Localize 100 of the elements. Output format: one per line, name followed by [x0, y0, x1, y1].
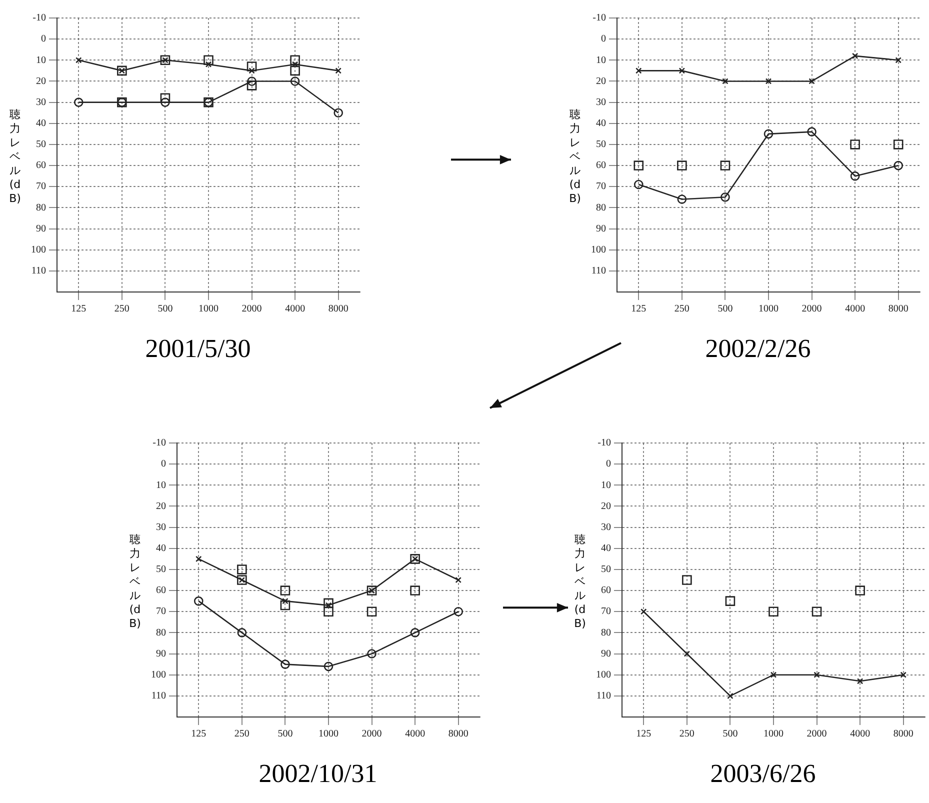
point	[246, 62, 257, 72]
y-tick-label: 40	[156, 543, 166, 554]
x-tick-label: 250	[674, 304, 690, 315]
y-tick-label: 90	[601, 648, 611, 660]
x-tick-label: 8000	[893, 728, 914, 740]
point	[725, 596, 736, 606]
y-tick-label: 30	[156, 522, 166, 533]
y-tick-label: 30	[36, 96, 46, 108]
point	[814, 672, 820, 678]
point	[366, 606, 377, 617]
point	[160, 98, 170, 107]
point	[894, 160, 904, 170]
x-tick-label: 2000	[802, 304, 822, 315]
x-tick-label: 1000	[758, 304, 778, 315]
y-tick-label: 60	[156, 585, 166, 596]
point	[720, 160, 730, 170]
point	[634, 160, 644, 170]
y-axis-title: 聴力レベル(dB)	[8, 108, 22, 206]
y-tick-label: 100	[591, 244, 606, 256]
y-tick-label: 10	[156, 480, 166, 491]
point	[455, 576, 462, 584]
y-tick-label: 110	[31, 266, 46, 277]
y-tick-label: 80	[36, 202, 46, 214]
y-tick-label: 0	[161, 458, 166, 470]
y-tick-label: -10	[32, 12, 46, 24]
y-tick-label: 70	[156, 606, 166, 618]
y-tick-label: -10	[152, 438, 166, 449]
point	[727, 692, 734, 700]
point	[678, 68, 686, 74]
x-tick-label: 125	[191, 728, 206, 740]
x-tick-label: 4000	[845, 304, 866, 315]
x-tick-label: 4000	[285, 304, 306, 315]
point	[677, 194, 687, 204]
point	[682, 575, 692, 585]
point	[292, 61, 298, 68]
x-tick-label: 250	[114, 304, 130, 315]
point	[324, 606, 334, 617]
y-tick-label: 60	[601, 585, 611, 596]
point	[768, 606, 778, 617]
x-tick-label: 4000	[850, 728, 870, 740]
point	[246, 80, 257, 90]
x-tick-label: 8000	[328, 304, 348, 315]
point	[677, 160, 687, 170]
point	[76, 57, 82, 64]
y-tick-label: 50	[596, 139, 606, 150]
point	[812, 606, 822, 617]
point	[280, 660, 290, 669]
point	[282, 598, 288, 604]
point	[770, 672, 777, 678]
point	[634, 180, 644, 190]
point	[900, 672, 906, 678]
x-tick-label: 8000	[448, 728, 468, 740]
y-tick-label: 40	[36, 118, 46, 130]
point	[808, 78, 815, 84]
point	[205, 61, 212, 68]
point	[160, 93, 170, 103]
point	[247, 76, 256, 86]
x-tick-label: 1000	[198, 304, 218, 315]
point	[855, 586, 865, 596]
point	[204, 55, 214, 66]
y-axis-title: 聴力レベル(dB)	[568, 108, 582, 206]
y-tick-label: 10	[36, 54, 46, 66]
text: 2002/10/31	[258, 758, 378, 790]
text: 2002/2/26	[704, 333, 812, 365]
y-tick-label: 70	[36, 181, 46, 192]
y-tick-label: 10	[601, 480, 611, 491]
y-tick-label: 60	[596, 160, 606, 172]
y-tick-label: 80	[156, 627, 166, 638]
y-axis-title: 聴力レベル(dB)	[573, 533, 587, 631]
y-tick-label: 90	[156, 648, 166, 660]
x-tick-label: 250	[234, 728, 250, 740]
y-tick-label: 110	[591, 266, 606, 277]
y-tick-label: 0	[601, 34, 606, 45]
point	[290, 76, 300, 86]
point	[454, 606, 464, 616]
y-tick-label: 20	[156, 500, 166, 512]
x-tick-label: 4000	[405, 728, 426, 740]
x-tick-label: 500	[158, 304, 173, 315]
point	[684, 650, 690, 657]
point	[280, 600, 290, 610]
x-tick-label: 125	[71, 304, 86, 315]
y-tick-label: 90	[596, 223, 606, 234]
y-tick-label: 50	[156, 564, 166, 576]
y-tick-label: 30	[601, 522, 611, 533]
y-tick-label: 20	[36, 76, 46, 87]
y-tick-label: 0	[41, 34, 46, 45]
point	[764, 129, 774, 139]
y-tick-label: 80	[601, 627, 611, 638]
x-tick-label: 250	[679, 728, 694, 740]
point	[248, 68, 255, 74]
point	[324, 662, 334, 672]
point	[893, 140, 904, 150]
x-tick-label: 125	[636, 728, 652, 740]
y-tick-label: 10	[596, 54, 606, 66]
x-tick-label: 500	[278, 728, 293, 740]
y-tick-label: 110	[151, 690, 166, 702]
text: 2003/6/26	[709, 758, 817, 790]
text: 2001/5/30	[144, 333, 252, 365]
point	[640, 608, 647, 615]
y-tick-label: 100	[596, 669, 611, 680]
